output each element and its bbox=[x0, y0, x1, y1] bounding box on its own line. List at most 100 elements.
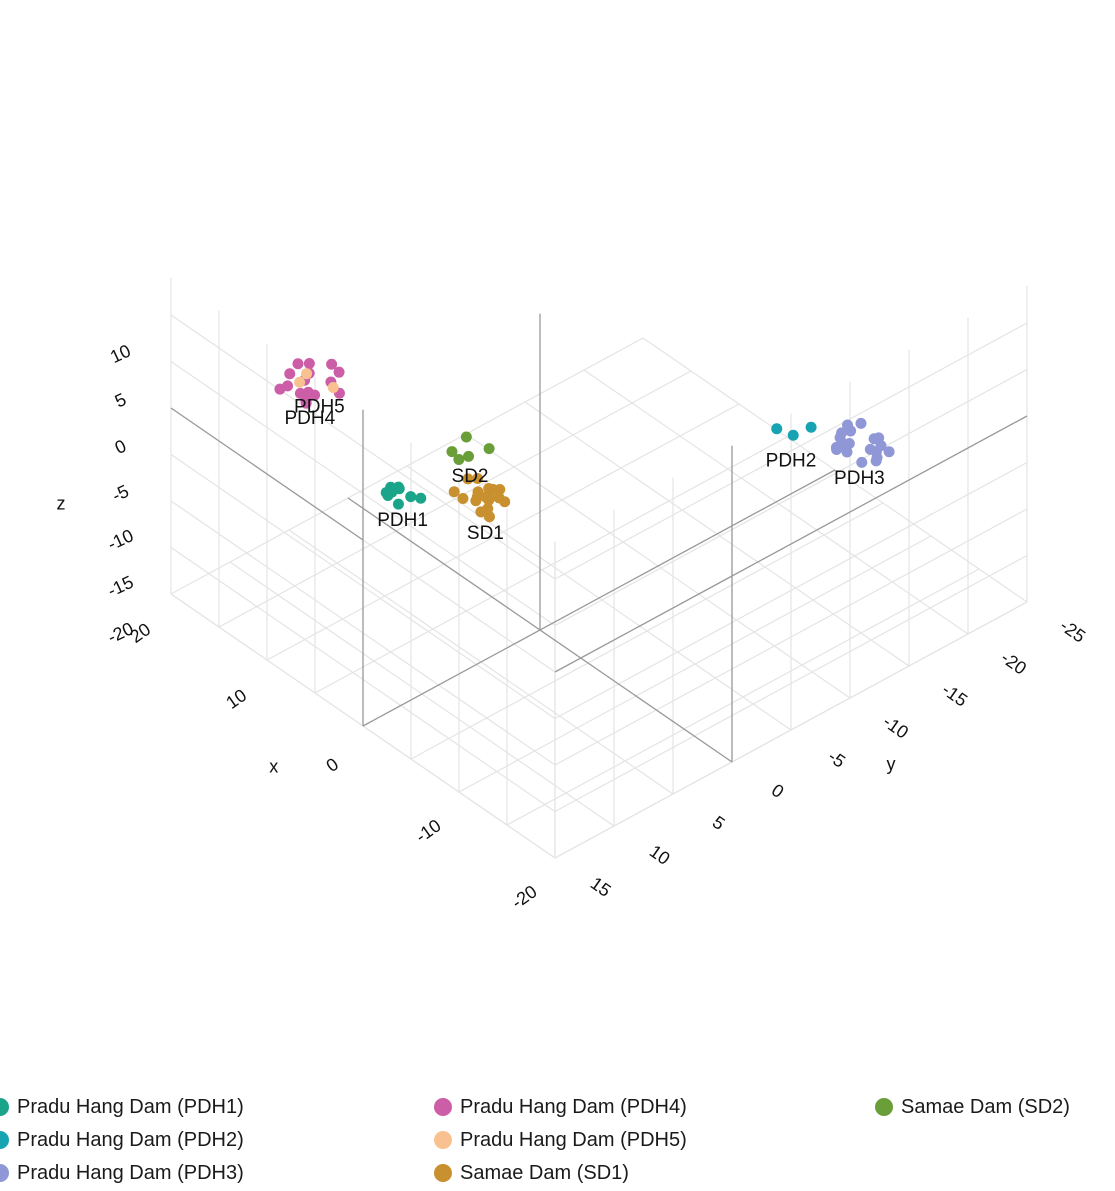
y-axis-label: y bbox=[887, 754, 896, 774]
data-point bbox=[392, 498, 404, 510]
legend-label: Samae Dam (SD1) bbox=[460, 1161, 629, 1184]
axis-line bbox=[554, 575, 733, 673]
data-point bbox=[843, 437, 855, 449]
data-point bbox=[301, 368, 313, 380]
legend-item-pdh3: Pradu Hang Dam (PDH3) bbox=[0, 1159, 244, 1187]
data-point bbox=[841, 446, 853, 458]
data-point bbox=[309, 389, 321, 401]
data-point bbox=[871, 452, 883, 464]
z-tick-label: -10 bbox=[104, 525, 136, 554]
data-point bbox=[460, 431, 472, 443]
data-point bbox=[300, 397, 312, 409]
z-tick-label: -5 bbox=[109, 481, 132, 506]
data-point bbox=[787, 429, 799, 441]
data-point bbox=[480, 491, 492, 503]
data-point bbox=[415, 492, 427, 504]
legend-item-pdh1: Pradu Hang Dam (PDH1) bbox=[0, 1093, 244, 1121]
z-tick-label: 10 bbox=[107, 341, 134, 368]
legend-label: Pradu Hang Dam (PDH3) bbox=[17, 1161, 244, 1184]
legend-swatch bbox=[434, 1098, 452, 1116]
data-point bbox=[333, 366, 345, 378]
data-point bbox=[883, 446, 895, 458]
legend-label: Pradu Hang Dam (PDH1) bbox=[17, 1095, 244, 1118]
cluster-label: PDH1 bbox=[377, 510, 428, 531]
data-point bbox=[841, 419, 853, 431]
legend-item-sd1: Samae Dam (SD1) bbox=[434, 1159, 629, 1187]
cluster-label: PDH3 bbox=[834, 468, 885, 489]
x-tick-label: -10 bbox=[412, 815, 445, 846]
data-point bbox=[446, 446, 458, 458]
tick-labels-layer: 1050-5-10-15-20z20100-10-20x-25-20-15-10… bbox=[57, 341, 1090, 913]
data-point bbox=[855, 417, 867, 429]
data-point bbox=[284, 368, 296, 380]
legend: Pradu Hang Dam (PDH1) Pradu Hang Dam (PD… bbox=[0, 1088, 1115, 1191]
y-tick-label: 5 bbox=[709, 812, 729, 834]
data-point bbox=[457, 492, 469, 504]
cluster-label: PDH2 bbox=[766, 450, 817, 471]
data-point bbox=[292, 358, 304, 370]
axis-line bbox=[362, 469, 836, 727]
grid-line bbox=[554, 554, 1028, 813]
legend-label: Samae Dam (SD2) bbox=[901, 1095, 1070, 1118]
y-tick-label: 15 bbox=[587, 873, 615, 901]
data-point bbox=[392, 481, 404, 493]
cluster-label: PDH5 bbox=[294, 397, 345, 418]
y-tick-label: -15 bbox=[938, 679, 971, 710]
data-point bbox=[327, 382, 339, 394]
cluster-label: SD1 bbox=[467, 523, 504, 544]
y-tick-label: -20 bbox=[997, 647, 1030, 678]
z-axis-label: z bbox=[57, 493, 66, 513]
legend-swatch bbox=[875, 1098, 893, 1116]
x-tick-label: 20 bbox=[126, 619, 154, 647]
data-point bbox=[294, 387, 306, 399]
legend-item-pdh5: Pradu Hang Dam (PDH5) bbox=[434, 1126, 687, 1154]
cluster-label: SD2 bbox=[452, 466, 489, 487]
grid-line bbox=[554, 368, 1028, 627]
y-tick-label: -5 bbox=[824, 746, 849, 772]
x-tick-label: 10 bbox=[222, 685, 250, 713]
z-tick-label: 5 bbox=[112, 389, 130, 411]
z-tick-label: 0 bbox=[112, 436, 130, 458]
data-point bbox=[294, 376, 306, 388]
chart-3d-scatter: 1050-5-10-15-20z20100-10-20x-25-20-15-10… bbox=[57, 277, 1090, 913]
legend-label: Pradu Hang Dam (PDH5) bbox=[460, 1128, 687, 1151]
data-point bbox=[282, 380, 294, 392]
legend-swatch bbox=[434, 1131, 452, 1149]
legend-swatch bbox=[0, 1164, 9, 1182]
data-point bbox=[463, 450, 475, 462]
data-point bbox=[483, 482, 495, 494]
grid-line bbox=[554, 508, 1028, 766]
x-tick-label: -20 bbox=[508, 881, 541, 912]
legend-item-pdh2: Pradu Hang Dam (PDH2) bbox=[0, 1126, 244, 1154]
data-point bbox=[326, 358, 338, 370]
cluster-label: PDH4 bbox=[284, 408, 335, 429]
data-point bbox=[483, 511, 495, 523]
data-point bbox=[830, 441, 842, 453]
legend-swatch bbox=[0, 1131, 9, 1149]
data-point bbox=[771, 423, 783, 435]
x-tick-label: 0 bbox=[322, 754, 342, 776]
grid-line bbox=[554, 322, 1028, 580]
data-points-layer bbox=[274, 357, 895, 523]
data-point bbox=[472, 486, 484, 498]
x-axis-label: x bbox=[269, 757, 278, 777]
legend-label: Pradu Hang Dam (PDH2) bbox=[17, 1128, 244, 1151]
data-point bbox=[472, 472, 484, 484]
legend-item-pdh4: Pradu Hang Dam (PDH4) bbox=[434, 1093, 687, 1121]
data-point bbox=[405, 491, 417, 503]
data-point bbox=[482, 503, 494, 515]
axis-line bbox=[731, 415, 1028, 577]
y-tick-label: 10 bbox=[646, 841, 674, 869]
data-point bbox=[448, 486, 460, 498]
data-point bbox=[483, 443, 495, 455]
data-point bbox=[805, 421, 817, 433]
grid-line bbox=[554, 601, 1028, 859]
z-tick-label: -15 bbox=[104, 572, 136, 601]
y-tick-label: -10 bbox=[879, 711, 912, 742]
legend-swatch bbox=[434, 1164, 452, 1182]
data-point bbox=[836, 427, 848, 439]
axes-layer bbox=[170, 313, 1028, 763]
data-point bbox=[462, 473, 474, 485]
data-point bbox=[303, 357, 315, 369]
